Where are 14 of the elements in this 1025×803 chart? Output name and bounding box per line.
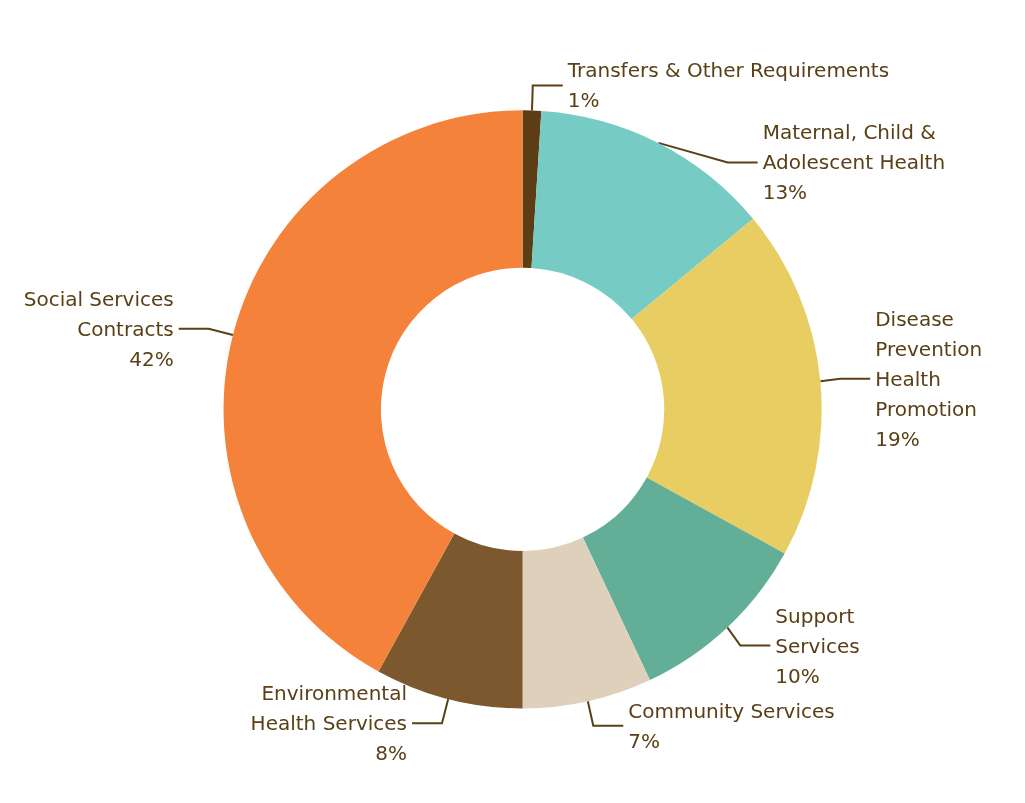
slice-label: Social Services Contracts — [23, 286, 174, 341]
slice-label: Transfers & Other Requirements — [566, 58, 890, 83]
data-label: 19% — [875, 426, 920, 451]
data-label: 8% — [375, 741, 407, 766]
slice-label: Maternal, Child & Adolescent Health — [762, 120, 946, 175]
slice-label: Support Services — [775, 603, 860, 658]
slice-label: Community Services — [628, 698, 835, 723]
data-label: 7% — [628, 728, 661, 753]
data-label: 13% — [762, 180, 808, 205]
data-label: 1% — [567, 88, 600, 113]
data-label: 10% — [775, 663, 820, 688]
slice-label: Environmental Health Services — [250, 681, 407, 736]
data-label: 42% — [129, 346, 174, 371]
slice-label: Disease Prevention Health Promotion — [875, 306, 983, 421]
